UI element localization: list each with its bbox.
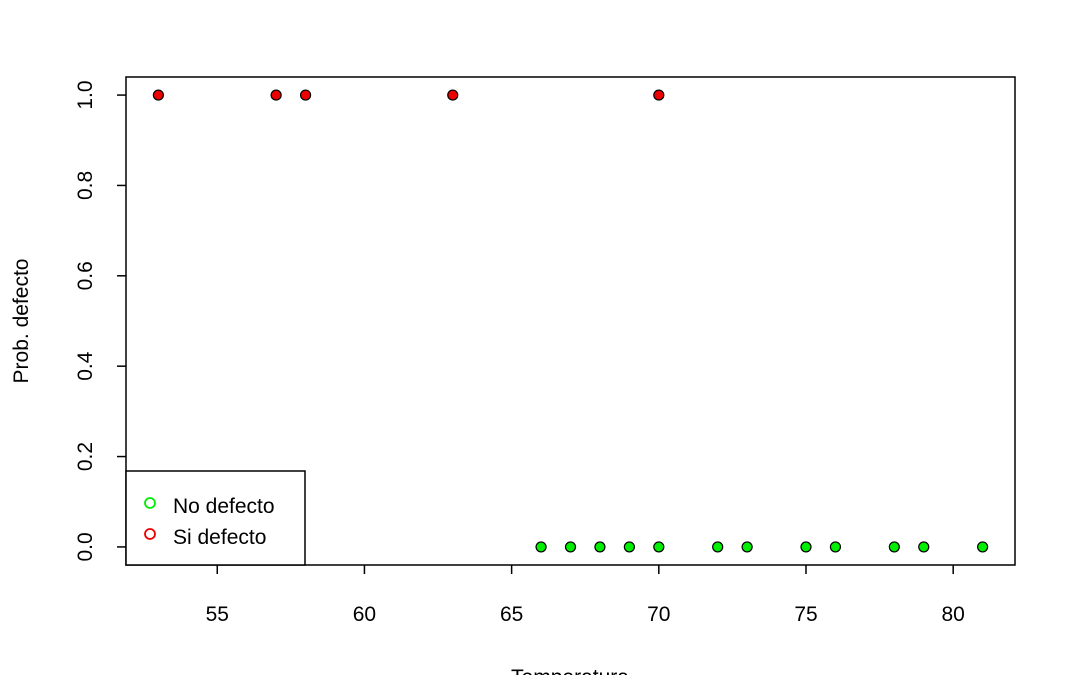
data-point [918, 541, 930, 553]
data-point [447, 89, 459, 101]
legend: No defecto Si defecto [125, 470, 306, 566]
y-axis: 0.0 0.2 0.4 0.6 0.8 1.0 [74, 80, 126, 562]
data-point [299, 89, 312, 101]
y-tick-label: 1.0 [74, 80, 97, 109]
legend-marker-no-defecto [144, 497, 156, 509]
data-point [977, 541, 989, 553]
y-tick-label: 0.4 [74, 351, 97, 381]
x-tick-label: 55 [206, 603, 229, 626]
data-point [653, 541, 665, 553]
data-point [535, 541, 547, 553]
data-points [152, 89, 989, 553]
y-tick-label: 0.8 [74, 171, 97, 200]
y-tick-label: 0.6 [74, 261, 97, 290]
data-point [829, 541, 842, 553]
x-tick-label: 60 [353, 603, 376, 626]
data-point [741, 541, 753, 553]
data-point [712, 541, 724, 553]
x-axis-label: Temperatura [511, 666, 629, 675]
data-point [270, 89, 282, 101]
y-axis-label: Prob. defecto [10, 259, 33, 384]
data-point [800, 541, 812, 553]
legend-box [125, 470, 306, 566]
data-point [152, 89, 164, 101]
x-tick-label: 80 [942, 603, 965, 626]
legend-marker-si-defecto [144, 528, 156, 540]
data-point [594, 541, 606, 553]
x-tick-label: 75 [794, 603, 817, 626]
x-axis: 55 60 65 70 75 80 [206, 565, 965, 626]
y-tick-label: 0.0 [74, 532, 97, 561]
x-tick-label: 70 [647, 603, 670, 626]
data-point [653, 89, 665, 101]
legend-label-no-defecto: No defecto [173, 495, 275, 518]
data-point [623, 541, 635, 553]
data-point [564, 541, 577, 553]
x-tick-label: 65 [500, 603, 523, 626]
plot-frame [125, 76, 1016, 566]
legend-label-si-defecto: Si defecto [173, 526, 266, 549]
y-tick-label: 0.2 [74, 442, 97, 471]
data-point [888, 541, 900, 553]
